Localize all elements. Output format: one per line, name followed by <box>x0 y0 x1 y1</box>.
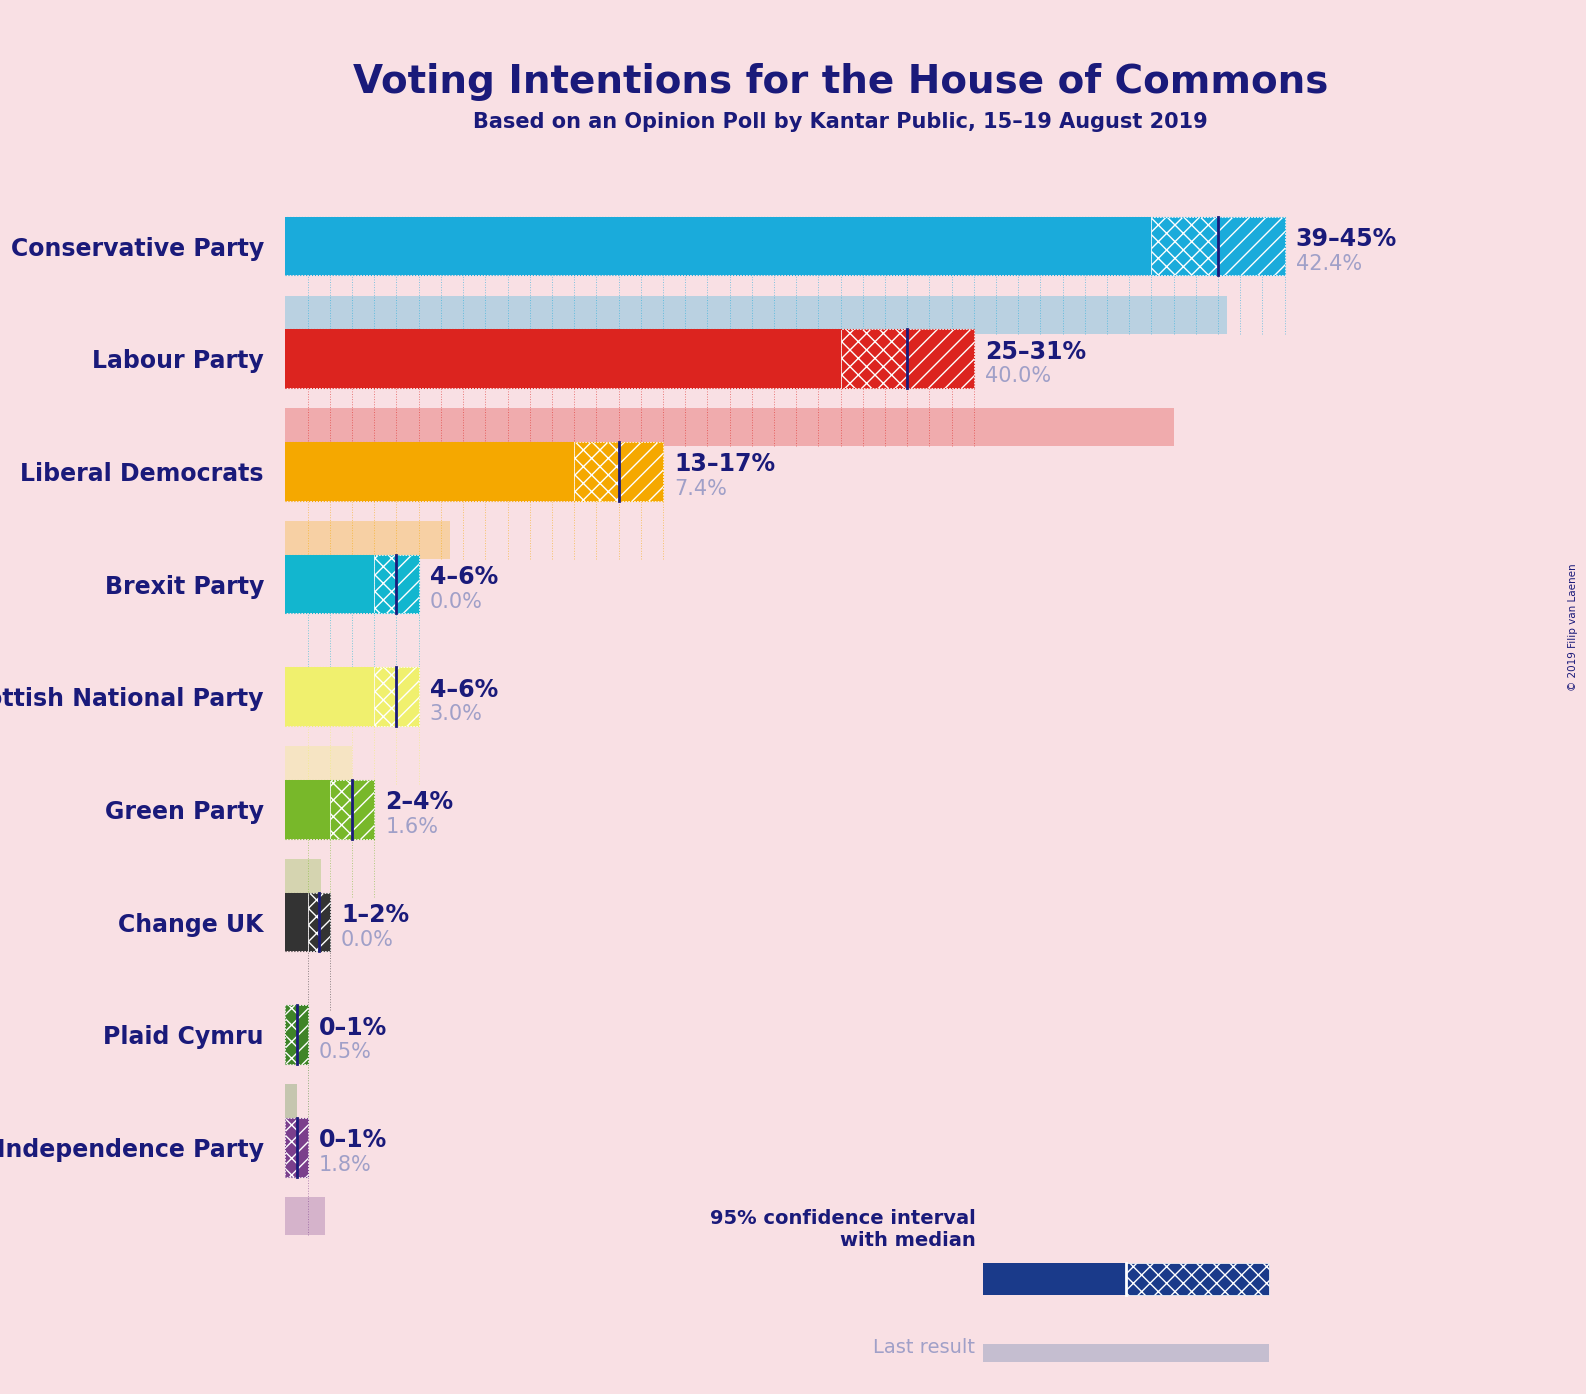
Bar <box>330 781 352 839</box>
Bar <box>1218 217 1285 276</box>
Text: 1.6%: 1.6% <box>385 817 438 836</box>
Text: 0.0%: 0.0% <box>430 591 482 612</box>
Bar <box>352 781 374 839</box>
Text: 1–2%: 1–2% <box>341 903 409 927</box>
Bar <box>285 329 841 388</box>
Text: 4–6%: 4–6% <box>430 565 498 590</box>
Bar <box>285 1085 297 1122</box>
Text: 3.0%: 3.0% <box>430 704 482 725</box>
Bar <box>1151 217 1218 276</box>
Bar <box>374 555 396 613</box>
Text: 39–45%: 39–45% <box>1296 227 1397 251</box>
Bar <box>297 1118 308 1177</box>
Bar <box>285 408 1174 446</box>
Bar <box>285 668 374 726</box>
Bar <box>574 442 619 500</box>
Bar <box>319 892 330 951</box>
Text: 7.4%: 7.4% <box>674 480 726 499</box>
Text: 0–1%: 0–1% <box>319 1128 387 1153</box>
Bar <box>285 1005 297 1064</box>
Bar <box>374 668 396 726</box>
Bar <box>983 1263 1126 1295</box>
Text: Last result: Last result <box>874 1338 975 1358</box>
Bar <box>285 521 450 559</box>
Bar <box>285 781 330 839</box>
Text: 0.0%: 0.0% <box>341 930 393 949</box>
Bar <box>841 329 907 388</box>
Text: 1.8%: 1.8% <box>319 1154 371 1175</box>
Text: 0–1%: 0–1% <box>319 1016 387 1040</box>
Text: 13–17%: 13–17% <box>674 453 776 477</box>
Bar <box>396 668 419 726</box>
Bar <box>285 1118 297 1177</box>
Bar <box>285 296 1228 333</box>
Bar <box>285 442 574 500</box>
Bar <box>619 442 663 500</box>
Text: 95% confidence interval
with median: 95% confidence interval with median <box>709 1209 975 1250</box>
Text: 42.4%: 42.4% <box>1296 254 1362 273</box>
Text: 25–31%: 25–31% <box>985 340 1086 364</box>
Bar <box>285 892 308 951</box>
Text: Voting Intentions for the House of Commons: Voting Intentions for the House of Commo… <box>354 63 1327 100</box>
Bar <box>308 892 319 951</box>
Text: 0.5%: 0.5% <box>319 1043 371 1062</box>
Text: 40.0%: 40.0% <box>985 367 1052 386</box>
Bar <box>1126 1263 1269 1295</box>
Bar <box>396 555 419 613</box>
Bar <box>285 1197 325 1235</box>
Text: Based on an Opinion Poll by Kantar Public, 15–19 August 2019: Based on an Opinion Poll by Kantar Publi… <box>473 112 1209 131</box>
Bar <box>297 1005 308 1064</box>
Text: © 2019 Filip van Laenen: © 2019 Filip van Laenen <box>1569 563 1578 691</box>
Text: 4–6%: 4–6% <box>430 677 498 701</box>
Bar <box>907 329 974 388</box>
Bar <box>285 217 1151 276</box>
Bar <box>983 1344 1269 1362</box>
Text: 2–4%: 2–4% <box>385 790 454 814</box>
Bar <box>285 555 374 613</box>
Bar <box>285 859 320 896</box>
Bar <box>285 746 352 785</box>
